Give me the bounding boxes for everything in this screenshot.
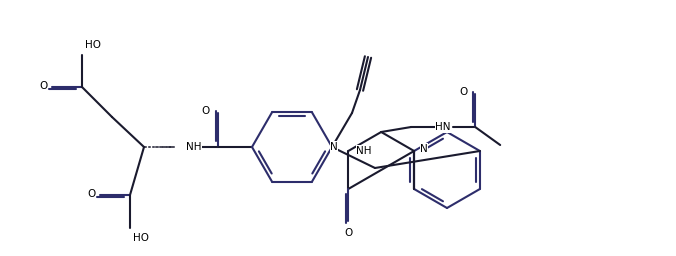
Text: O: O bbox=[87, 189, 95, 199]
Text: O: O bbox=[459, 87, 467, 97]
Text: HN: HN bbox=[435, 122, 451, 132]
Text: O: O bbox=[344, 228, 352, 238]
Text: N: N bbox=[330, 142, 338, 152]
Text: HO: HO bbox=[133, 233, 149, 243]
Text: N: N bbox=[420, 144, 428, 154]
Text: NH: NH bbox=[186, 142, 201, 152]
Text: O: O bbox=[39, 81, 47, 91]
Text: HO: HO bbox=[85, 40, 101, 50]
Text: NH: NH bbox=[356, 146, 372, 156]
Text: O: O bbox=[202, 106, 210, 116]
